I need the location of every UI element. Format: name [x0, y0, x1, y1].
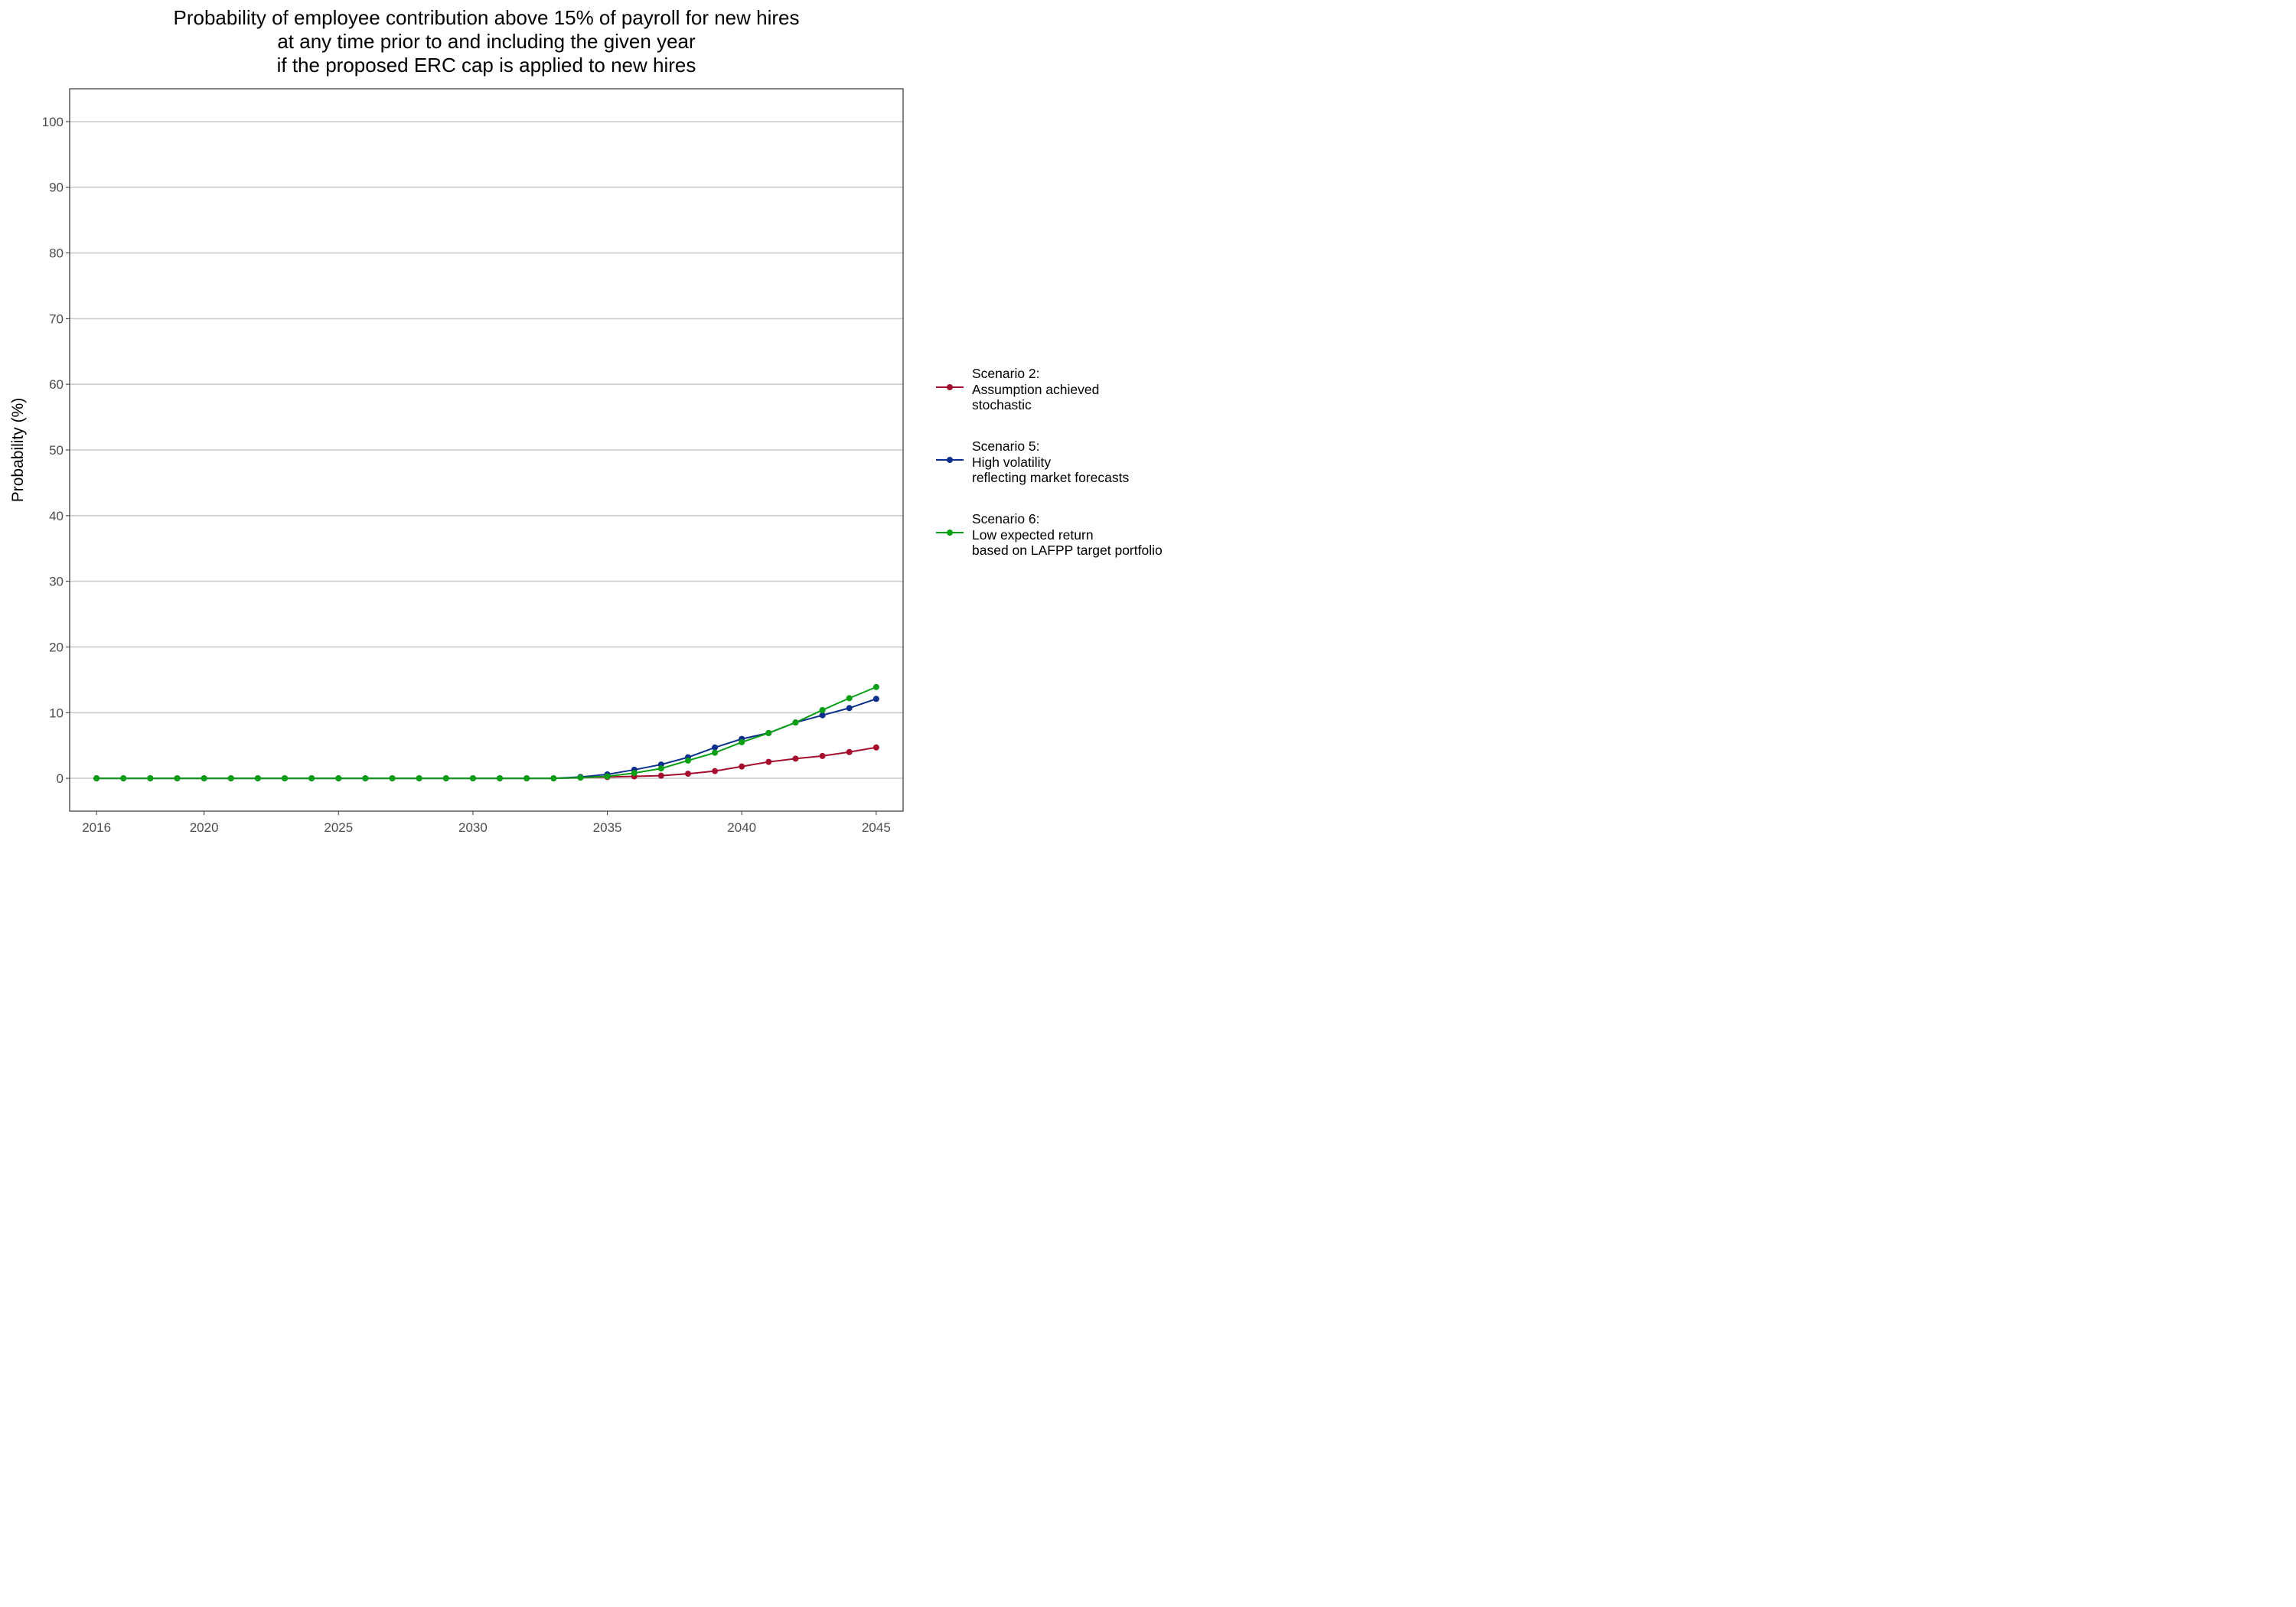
x-tick-label: 2035 [593, 820, 622, 835]
data-point [577, 774, 584, 781]
data-point [254, 775, 261, 782]
legend-label-line: stochastic [972, 397, 1032, 412]
legend-key-scenario-6 [936, 530, 964, 536]
data-point [389, 775, 396, 782]
chart-title-line-2: at any time prior to and including the g… [277, 30, 696, 53]
data-point [201, 775, 207, 782]
data-point [712, 749, 719, 756]
series-2 [93, 696, 879, 782]
y-tick-label: 40 [49, 509, 64, 523]
data-point [739, 763, 745, 770]
legend-label-line: Scenario 5: [972, 438, 1040, 454]
data-point [792, 755, 799, 762]
data-point [657, 765, 664, 772]
data-point [819, 706, 826, 713]
y-tick-label: 0 [57, 771, 64, 786]
series-line [96, 746, 877, 780]
data-point [657, 772, 664, 779]
legend-label-scenario-5: Scenario 5: High volatility reflecting m… [972, 438, 1129, 486]
y-axis-label: Probability (%) [9, 398, 27, 503]
y-tick-label: 50 [49, 443, 64, 458]
legend-key-scenario-5 [936, 457, 964, 463]
data-point [765, 729, 772, 736]
data-point [792, 719, 799, 726]
data-point [550, 775, 557, 782]
chart-title-line-3: if the proposed ERC cap is applied to ne… [276, 54, 696, 77]
y-tick-label: 70 [49, 311, 64, 326]
legend-label-scenario-2: Scenario 2: Assumption achieved stochast… [972, 366, 1099, 413]
y-tick-label: 60 [49, 377, 64, 392]
legend-label-scenario-6: Scenario 6: Low expected return based on… [972, 511, 1163, 559]
data-point [469, 775, 476, 782]
data-point [739, 738, 745, 745]
legend-label-line: Low expected return [972, 526, 1094, 543]
series-3 [93, 683, 879, 782]
data-point [362, 775, 369, 782]
data-point [765, 758, 772, 765]
data-point [872, 683, 879, 690]
y-tick-label: 80 [49, 246, 64, 261]
data-point [442, 775, 449, 782]
legend-label-line: based on LAFPP target portfolio [972, 543, 1163, 558]
data-point [846, 705, 853, 712]
x-tick-label: 2030 [458, 820, 488, 835]
legend-label-line: reflecting market forecasts [972, 470, 1130, 485]
y-tick-label: 90 [49, 181, 64, 195]
data-point [604, 773, 611, 780]
data-point [174, 775, 181, 782]
gridlines [70, 121, 903, 779]
series-line [96, 698, 877, 780]
data-point [872, 744, 879, 751]
legend-label-line: Scenario 6: [972, 511, 1040, 526]
legend-key-scenario-2 [936, 384, 964, 390]
legend-label-line: High volatility [972, 454, 1052, 470]
data-point [819, 752, 826, 759]
y-tick-label: 100 [42, 115, 64, 129]
data-point [282, 775, 289, 782]
data-point [684, 771, 691, 777]
x-tick-label: 2020 [190, 820, 219, 835]
legend-label-line: Scenario 2: [972, 366, 1040, 381]
data-point [523, 775, 530, 782]
data-point [872, 696, 879, 702]
y-tick-label: 10 [49, 706, 64, 720]
data-series [93, 683, 879, 782]
data-point [846, 695, 853, 702]
y-tick-label: 30 [49, 575, 64, 589]
x-tick-label: 2040 [727, 820, 756, 835]
data-point [227, 775, 234, 782]
legend-label-line: Assumption achieved [972, 381, 1100, 397]
series-1 [93, 744, 879, 782]
data-point [846, 748, 853, 755]
data-point [147, 775, 154, 782]
data-point [120, 775, 127, 782]
chart-title-line-1: Probability of employee contribution abo… [173, 6, 800, 29]
data-point [712, 768, 719, 774]
data-point [684, 757, 691, 764]
data-point [93, 775, 100, 782]
y-tick-label: 20 [49, 640, 64, 654]
data-point [631, 770, 638, 777]
data-point [497, 775, 504, 782]
data-point [712, 744, 719, 751]
x-tick-label: 2045 [862, 820, 891, 835]
data-point [416, 775, 422, 782]
x-tick-label: 2025 [324, 820, 353, 835]
chart-title: Probability of employee contribution abo… [70, 6, 903, 77]
data-point [819, 712, 826, 719]
x-tick-label: 2016 [82, 820, 111, 835]
data-point [335, 775, 342, 782]
series-line [96, 686, 877, 780]
data-point [308, 775, 315, 782]
